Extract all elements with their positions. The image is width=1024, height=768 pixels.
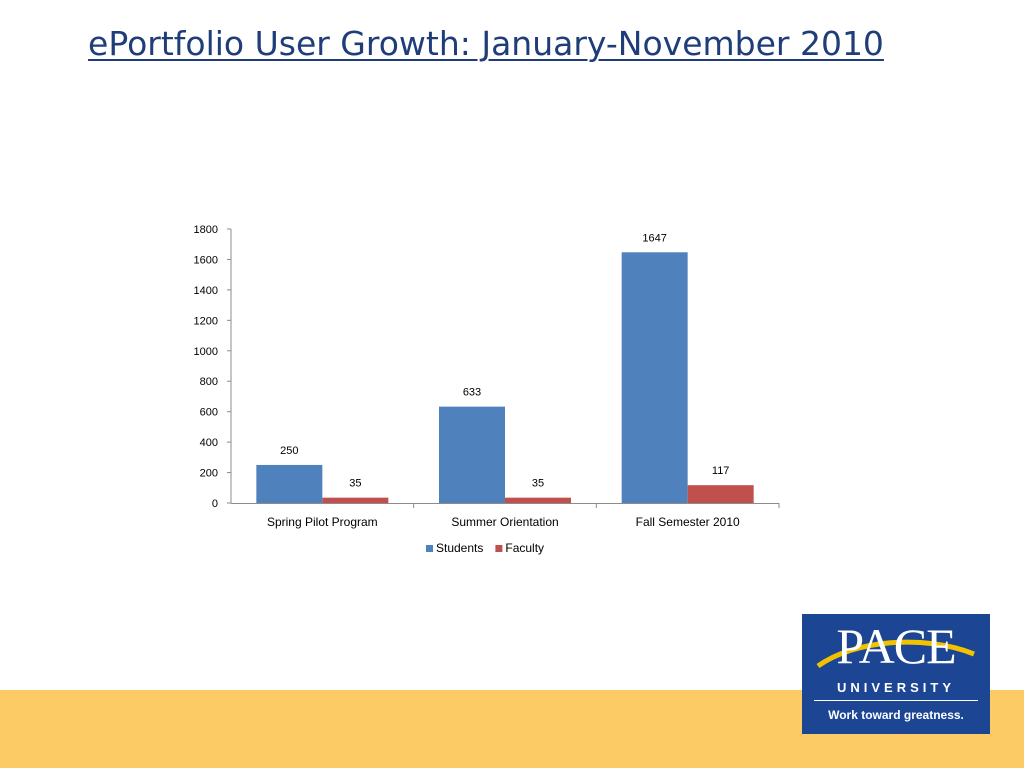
logo-divider	[814, 700, 978, 701]
logo-swoosh-icon	[816, 639, 975, 669]
y-tick-label: 200	[200, 468, 218, 480]
pace-university-logo: PACE UNIVERSITY Work toward greatness.	[802, 614, 990, 734]
legend-label: Faculty	[505, 541, 544, 555]
x-tick-label: Fall Semester 2010	[636, 515, 740, 529]
data-label: 35	[532, 478, 544, 490]
bar-faculty-1	[505, 497, 571, 503]
y-tick-label: 800	[200, 376, 218, 388]
legend-label: Students	[436, 541, 483, 555]
y-tick-label: 1800	[194, 224, 218, 236]
logo-university: UNIVERSITY	[836, 680, 955, 695]
data-label: 250	[280, 445, 298, 457]
slide-title: ePortfolio User Growth: January-November…	[88, 24, 884, 63]
bar-faculty-2	[687, 485, 754, 503]
logo-tagline: Work toward greatness.	[828, 708, 964, 722]
x-tick-label: Spring Pilot Program	[267, 515, 378, 529]
y-tick-label: 1400	[194, 285, 218, 297]
bar-chart: 0 200 400 600 800 1000 1200 1400 1600 1800 250 35 Sp…	[194, 224, 780, 555]
bar-students-1	[439, 406, 505, 503]
legend-swatch-students	[426, 545, 433, 552]
y-tick-label: 1200	[194, 315, 218, 327]
legend-swatch-faculty	[495, 545, 503, 552]
bar-students-0	[256, 464, 323, 503]
x-tick-label: Summer Orientation	[451, 515, 558, 529]
data-label: 1647	[642, 232, 666, 244]
data-label: 117	[712, 465, 730, 477]
y-tick-label: 600	[200, 407, 218, 419]
y-tick-label: 1600	[194, 254, 218, 266]
bar-students-2	[621, 252, 688, 503]
y-tick-label: 1000	[194, 346, 218, 358]
y-tick-label: 0	[212, 498, 218, 510]
y-tick-label: 400	[200, 437, 218, 449]
bar-faculty-0	[322, 497, 389, 503]
data-label: 633	[463, 387, 481, 399]
data-label: 35	[349, 478, 361, 490]
logo-wordmark: PACE	[836, 618, 956, 674]
